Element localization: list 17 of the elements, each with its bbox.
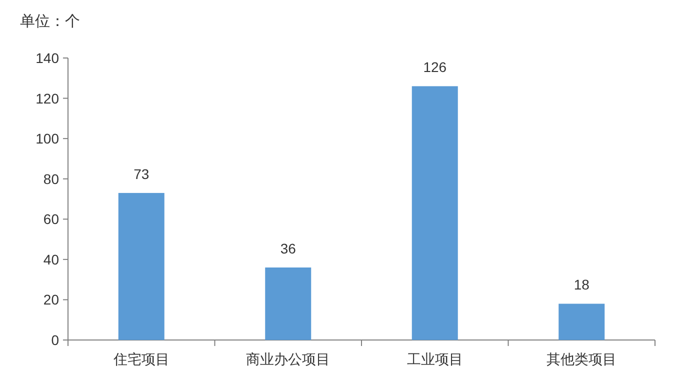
ytick: 120 bbox=[36, 90, 59, 106]
ytick: 60 bbox=[43, 211, 59, 228]
data-label: 18 bbox=[574, 276, 590, 293]
category: 其他类项目 bbox=[546, 351, 617, 367]
category: 工业项目 bbox=[406, 351, 463, 367]
data-label: 36 bbox=[280, 240, 296, 256]
ytick: 140 bbox=[36, 50, 59, 66]
ytick: 80 bbox=[43, 170, 59, 187]
ytick: 20 bbox=[43, 292, 59, 308]
ytick: 0 bbox=[51, 332, 59, 348]
category: 商业办公项目 bbox=[246, 351, 330, 367]
ytick: 100 bbox=[36, 130, 59, 147]
data-label: 73 bbox=[134, 166, 150, 182]
data-label: 126 bbox=[423, 59, 447, 76]
ylabel: 单位：个 bbox=[20, 13, 80, 30]
ytick: 40 bbox=[43, 251, 59, 268]
category: 住宅项目 bbox=[113, 351, 170, 367]
